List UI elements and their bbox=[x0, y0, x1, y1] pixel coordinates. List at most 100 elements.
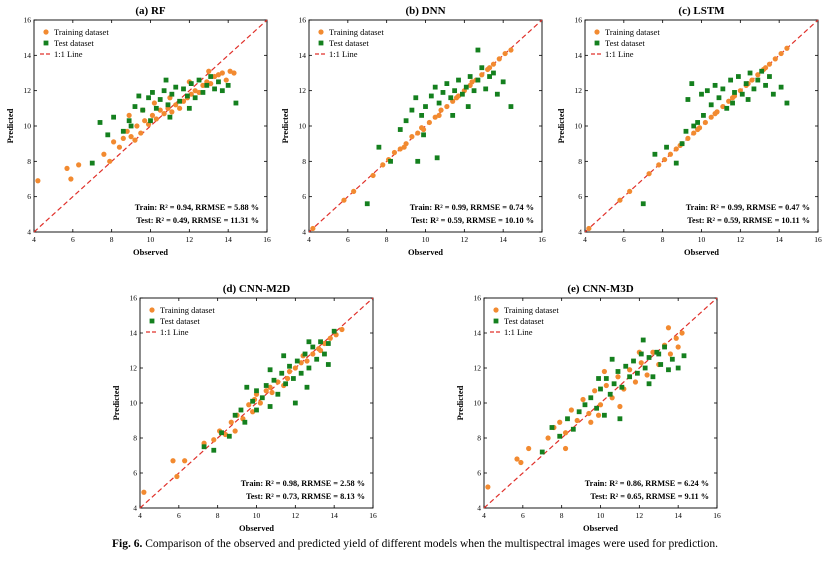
y-tick-label: 8 bbox=[133, 434, 137, 443]
training-point bbox=[702, 119, 708, 126]
test-point bbox=[219, 430, 224, 436]
test-point bbox=[331, 328, 337, 334]
training-point bbox=[419, 125, 425, 131]
training-point bbox=[490, 61, 497, 67]
test-point bbox=[467, 74, 473, 79]
training-point bbox=[219, 70, 225, 76]
test-point bbox=[120, 128, 126, 134]
test-point bbox=[615, 369, 621, 374]
training-point bbox=[200, 82, 206, 88]
test-point bbox=[755, 77, 761, 83]
x-tick-label: 4 bbox=[138, 511, 142, 520]
test-point bbox=[617, 416, 623, 422]
training-point bbox=[153, 116, 159, 122]
training-point bbox=[128, 134, 134, 140]
training-point bbox=[444, 103, 450, 110]
test-point bbox=[436, 100, 442, 106]
test-point bbox=[508, 104, 514, 109]
test-point bbox=[652, 151, 658, 157]
test-point bbox=[150, 90, 155, 95]
test-point bbox=[640, 201, 646, 207]
test-point bbox=[140, 107, 146, 113]
training-point bbox=[124, 128, 130, 134]
test-point bbox=[153, 105, 159, 111]
training-point bbox=[469, 79, 475, 85]
y-tick-label: 16 bbox=[299, 16, 307, 25]
x-tick-label: 12 bbox=[461, 235, 469, 244]
test-point bbox=[325, 362, 331, 367]
training-point bbox=[588, 419, 594, 425]
chart-title: (e) CNN-M3D bbox=[567, 283, 633, 295]
training-point bbox=[327, 335, 333, 341]
test-point bbox=[475, 47, 481, 53]
y-tick-label: 16 bbox=[130, 294, 138, 303]
test-point bbox=[623, 363, 629, 369]
test-point bbox=[767, 74, 772, 79]
y-tick-label: 10 bbox=[474, 399, 482, 408]
training-point bbox=[685, 135, 691, 141]
training-point bbox=[188, 91, 194, 97]
x-axis-label: Observed bbox=[408, 247, 443, 257]
test-point bbox=[181, 86, 186, 92]
test-point bbox=[413, 95, 419, 101]
test-point bbox=[582, 402, 588, 408]
legend-test-label: Test dataset bbox=[160, 316, 200, 326]
y-tick-label: 8 bbox=[477, 434, 481, 443]
test-point bbox=[539, 449, 545, 455]
test-point bbox=[619, 384, 625, 390]
test-point bbox=[763, 82, 768, 88]
y-tick-label: 12 bbox=[575, 86, 583, 95]
y-tick-label: 4 bbox=[578, 228, 582, 237]
training-point bbox=[401, 144, 407, 150]
training-point bbox=[68, 176, 74, 182]
test-point bbox=[233, 100, 239, 106]
test-point bbox=[685, 97, 691, 102]
x-tick-label: 14 bbox=[224, 235, 232, 244]
test-point bbox=[666, 367, 671, 373]
training-point bbox=[134, 123, 140, 129]
one-to-one-line bbox=[584, 19, 819, 233]
training-point bbox=[126, 112, 132, 118]
y-tick-label: 4 bbox=[302, 228, 306, 237]
training-point bbox=[211, 73, 218, 80]
test-point bbox=[173, 84, 179, 90]
training-point bbox=[208, 81, 214, 87]
training-point bbox=[141, 489, 147, 495]
x-tick-label: 6 bbox=[177, 511, 181, 520]
test-point bbox=[281, 353, 287, 359]
test-point bbox=[603, 376, 609, 381]
train-stat-annotation: Train: R² = 0.99, RRMSE = 0.74 % bbox=[410, 203, 534, 212]
test-point bbox=[161, 88, 167, 94]
y-tick-label: 4 bbox=[477, 504, 481, 513]
x-tick-label: 6 bbox=[521, 511, 525, 520]
legend-test-label: Test dataset bbox=[329, 38, 369, 48]
test-point bbox=[89, 160, 95, 166]
test-point bbox=[650, 374, 656, 380]
test-point bbox=[290, 376, 296, 381]
training-point bbox=[231, 70, 237, 76]
training-point bbox=[286, 368, 293, 375]
x-tick-label: 14 bbox=[674, 511, 682, 520]
test-point bbox=[728, 77, 734, 83]
training-point bbox=[766, 61, 773, 67]
test-point bbox=[306, 365, 312, 371]
test-point bbox=[263, 383, 269, 388]
training-point bbox=[485, 484, 491, 490]
test-point bbox=[283, 381, 289, 387]
x-tick-label: 6 bbox=[622, 235, 626, 244]
test-point bbox=[491, 70, 496, 76]
x-tick-label: 8 bbox=[661, 235, 665, 244]
chart-panel-rf: (a) RF 44 6 6 8 8 10 10 12 12 14 14 16 16 Observed Pred… bbox=[5, 5, 271, 257]
training-point bbox=[617, 403, 623, 410]
y-tick-label: 14 bbox=[575, 51, 583, 60]
test-point bbox=[487, 74, 492, 79]
legend-test-marker bbox=[493, 318, 499, 324]
test-point bbox=[287, 363, 292, 369]
test-point bbox=[325, 341, 331, 346]
training-point bbox=[180, 98, 187, 104]
test-point bbox=[689, 81, 695, 86]
test-point bbox=[699, 91, 704, 97]
training-point bbox=[762, 65, 769, 71]
training-point bbox=[438, 107, 444, 113]
test-point bbox=[642, 365, 648, 371]
